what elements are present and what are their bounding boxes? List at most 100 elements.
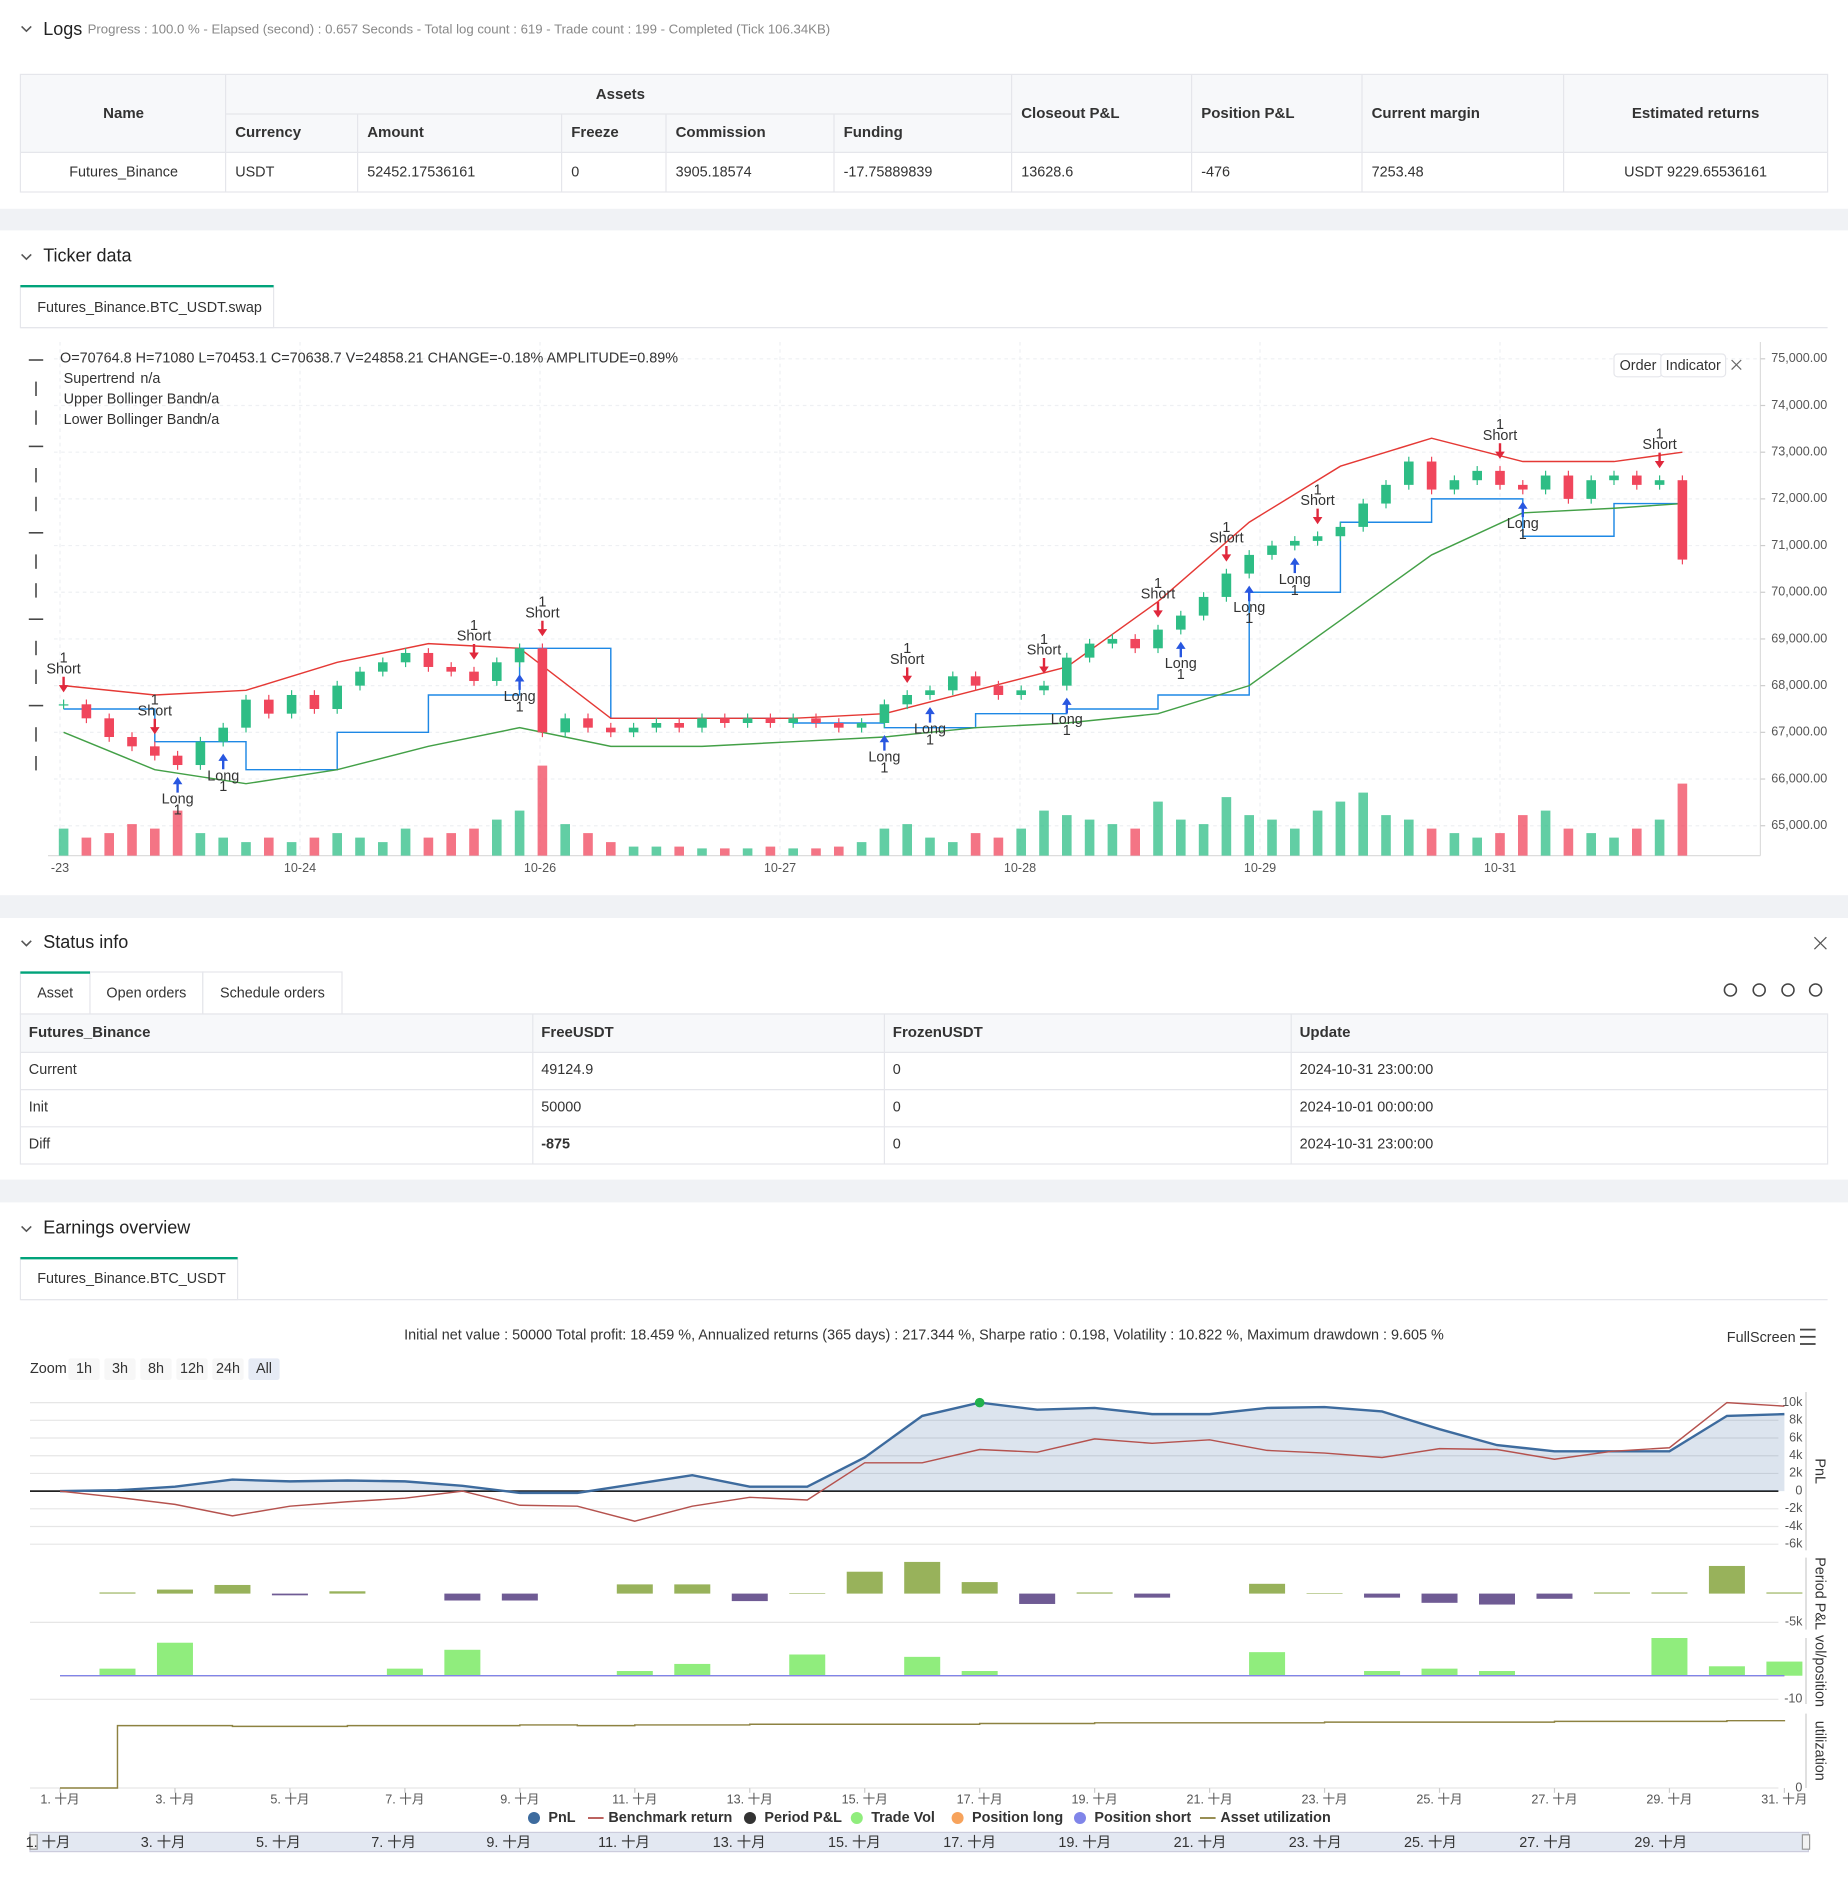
candle [1563, 475, 1574, 499]
marker-qty: 1 [516, 700, 524, 716]
navigator-handle[interactable] [29, 1834, 38, 1850]
zoom-button-label[interactable]: 8h [148, 1361, 164, 1377]
zoom-button[interactable] [212, 1358, 244, 1381]
tab-label[interactable]: Futures_Binance.BTC_USDT [37, 1271, 226, 1287]
candle [355, 671, 365, 686]
tab[interactable] [19, 971, 91, 1015]
collapse-icon[interactable] [21, 940, 32, 947]
candle [925, 690, 935, 695]
short-arrow [537, 620, 548, 637]
x-tick-label: 7. 十月 [385, 1792, 424, 1806]
y-tick-label: 72,000.00 [1771, 491, 1827, 505]
toolbar-icon[interactable] [1808, 983, 1823, 997]
toolbar-icon[interactable] [1781, 983, 1795, 997]
x-tick-label: 19. 十月 [1072, 1792, 1118, 1806]
long-arrow [218, 753, 228, 770]
table-header: FrozenUSDT [893, 1024, 983, 1041]
collapse-icon[interactable] [21, 253, 32, 261]
volume-bar [1244, 815, 1254, 856]
expand-icon[interactable] [1731, 359, 1742, 371]
legend-label[interactable]: Position long [972, 1810, 1063, 1826]
zoom-button[interactable] [68, 1358, 100, 1381]
marker-qty: 1 [1656, 426, 1664, 442]
chart-button-label[interactable]: Order [1620, 358, 1657, 374]
legend-label[interactable]: Benchmark return [608, 1810, 732, 1826]
zoom-button[interactable] [140, 1358, 172, 1381]
chart-button-label[interactable]: Indicator [1666, 358, 1721, 374]
tab[interactable] [19, 285, 275, 329]
marker-label: Short [1027, 643, 1061, 659]
short-arrow [1221, 545, 1232, 562]
short-arrow [58, 676, 69, 693]
tab-label[interactable]: Futures_Binance.BTC_USDT.swap [37, 300, 262, 316]
long-arrow [514, 674, 525, 690]
fullscreen-button[interactable]: FullScreen [1727, 1330, 1796, 1346]
volume-bar [1654, 819, 1665, 856]
y-tick-label: 75,000.00 [1771, 351, 1827, 365]
zoom-button[interactable] [176, 1358, 208, 1381]
legend-symbol [951, 1812, 964, 1825]
legend-label: Lower Bollinger Band [64, 412, 201, 428]
volume-bar [1221, 797, 1232, 856]
zoom-button[interactable] [248, 1358, 280, 1381]
tab[interactable] [202, 971, 343, 1015]
y-tick-label: 0 [1795, 1483, 1802, 1497]
tab-label[interactable]: Schedule orders [220, 985, 325, 1001]
zoom-button-label[interactable]: All [256, 1361, 272, 1377]
marker-label: Long [1279, 572, 1311, 588]
legend-value: n/a [140, 371, 160, 387]
candle [993, 685, 1004, 695]
collapse-icon[interactable] [21, 1225, 32, 1233]
legend-label[interactable]: Period P&L [764, 1810, 842, 1826]
marker-qty: 1 [1291, 583, 1299, 599]
fullscreen-icon[interactable] [1813, 936, 1827, 950]
y-tick-label: 68,000.00 [1771, 678, 1827, 692]
zoom-button-label[interactable]: 24h [216, 1361, 240, 1377]
candle [150, 746, 160, 756]
zoom-button-label[interactable]: 1h [76, 1361, 92, 1377]
bar [1593, 1592, 1630, 1594]
candle [104, 718, 114, 738]
marker-qty: 1 [1519, 527, 1527, 543]
navigator-handle[interactable] [1801, 1834, 1811, 1850]
volume-bar [1267, 819, 1277, 856]
volume-bar [1312, 810, 1323, 856]
table-header: Name [103, 105, 144, 122]
bar [1708, 1565, 1745, 1594]
zoom-button-label[interactable]: 3h [112, 1361, 128, 1377]
legend-label[interactable]: PnL [548, 1810, 575, 1826]
zoom-button[interactable] [104, 1358, 136, 1381]
legend-label[interactable]: Position short [1094, 1810, 1191, 1826]
tab-label[interactable]: Asset [37, 985, 73, 1001]
x-tick-label: 31. 十月 [1761, 1792, 1807, 1806]
toolbar-icon[interactable] [1723, 983, 1738, 997]
candle [1153, 629, 1163, 649]
marker-qty: 1 [880, 760, 888, 776]
volume-bar [127, 824, 137, 856]
legend-label[interactable]: Asset utilization [1220, 1810, 1330, 1826]
navigator-label: 27. 十月 [1519, 1834, 1572, 1851]
candle [765, 718, 776, 723]
bar [1249, 1652, 1286, 1676]
marker-qty: 1 [903, 641, 911, 657]
y-tick-label: -5k [1785, 1615, 1803, 1629]
y-tick-label: 69,000.00 [1771, 631, 1827, 645]
zoom-button-label[interactable]: 12h [180, 1361, 204, 1377]
tab[interactable] [19, 1257, 239, 1301]
legend-label[interactable]: Trade Vol [871, 1810, 935, 1826]
volume-bar [720, 848, 730, 856]
candle [1312, 536, 1323, 541]
marker-qty: 1 [470, 618, 478, 634]
collapse-icon[interactable] [21, 25, 32, 33]
candle [902, 694, 912, 705]
short-arrow [150, 718, 160, 735]
candle [241, 699, 251, 728]
table-header: FreeUSDT [541, 1024, 614, 1041]
tab-label[interactable]: Open orders [106, 985, 186, 1001]
toolbar-icon[interactable] [1752, 983, 1766, 997]
chart-button[interactable] [1660, 353, 1727, 378]
series-line [59, 1401, 1785, 1522]
volume-bar [309, 837, 320, 856]
volume-bar [1176, 819, 1186, 856]
